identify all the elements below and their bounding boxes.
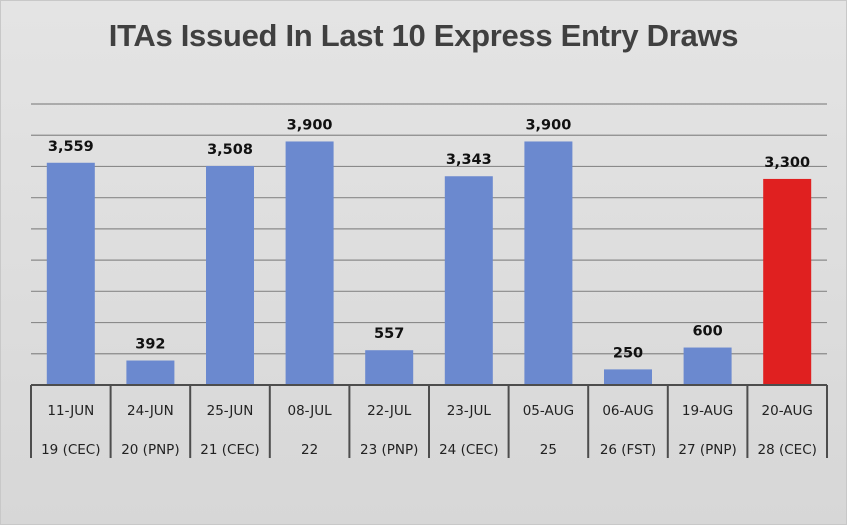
data-label: 3,343	[446, 152, 492, 168]
bar	[524, 141, 573, 385]
draw-number-label: 25	[540, 442, 557, 458]
category-label: 08-JUL	[288, 403, 333, 419]
category-label: 20-AUG	[762, 403, 813, 419]
data-label: 3,508	[207, 142, 253, 158]
bar	[46, 162, 95, 385]
draw-number-label: 27 (PNP)	[678, 442, 736, 458]
bar	[206, 165, 254, 385]
data-label: 250	[613, 345, 643, 361]
category-label: 24-JUN	[127, 403, 174, 419]
data-label: 600	[692, 324, 722, 340]
bar	[604, 369, 652, 385]
category-label: 05-AUG	[523, 403, 574, 419]
draw-number-label: 28 (CEC)	[758, 442, 817, 458]
category-label: 06-AUG	[602, 403, 653, 419]
bar	[683, 347, 732, 385]
data-label: 557	[374, 326, 404, 342]
draw-number-label: 23 (PNP)	[360, 442, 418, 458]
bar	[126, 360, 175, 385]
data-label: 3,900	[287, 117, 333, 133]
chart-title: ITAs Issued In Last 10 Express Entry Dra…	[108, 18, 739, 53]
category-label: 11-JUN	[47, 403, 94, 419]
data-label: 3,900	[525, 117, 571, 133]
bar	[444, 176, 493, 385]
category-label: 22-JUL	[367, 403, 412, 419]
draw-number-label: 19 (CEC)	[41, 442, 100, 458]
draw-number-label: 21 (CEC)	[200, 442, 259, 458]
category-label: 19-AUG	[682, 403, 733, 419]
data-label: 3,559	[48, 139, 94, 155]
draw-number-label: 26 (FST)	[600, 442, 656, 458]
data-label: 3,300	[764, 155, 810, 171]
draw-number-label: 24 (CEC)	[439, 442, 498, 458]
data-label: 392	[135, 337, 165, 353]
category-label: 23-JUL	[447, 403, 492, 419]
bar	[285, 141, 334, 385]
bar	[763, 178, 812, 385]
draw-number-label: 22	[301, 442, 318, 458]
category-label: 25-JUN	[207, 403, 254, 419]
draw-number-label: 20 (PNP)	[121, 442, 179, 458]
bar	[365, 350, 414, 385]
